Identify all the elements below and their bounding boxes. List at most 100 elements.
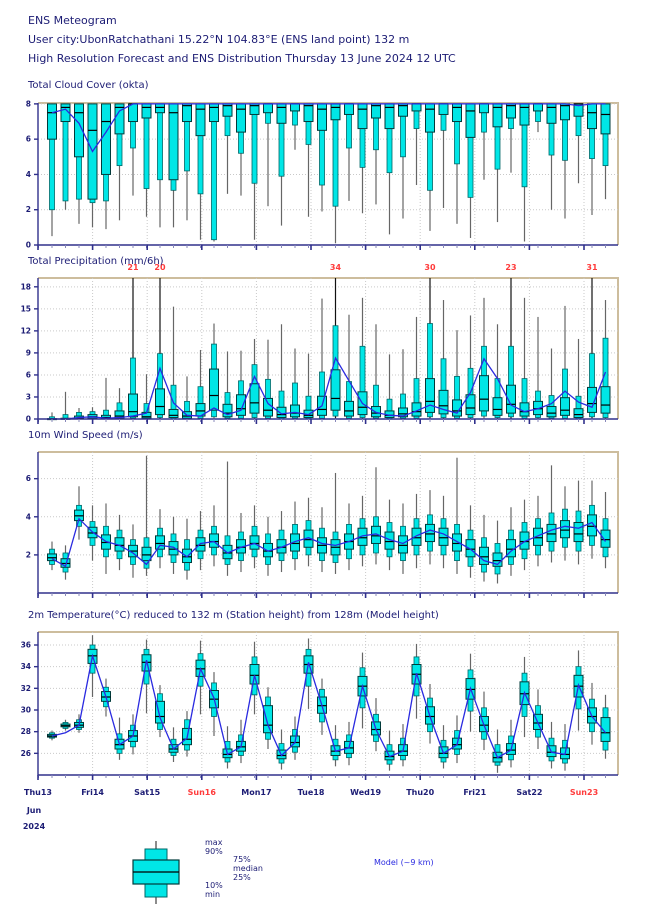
legend-min-label: min (205, 890, 221, 899)
box-25-75 (263, 103, 273, 114)
box-25-75 (533, 400, 543, 416)
y-tick-label: 12 (21, 326, 31, 335)
box-25-75 (452, 103, 462, 123)
box-25-75 (573, 522, 584, 543)
box-10-90 (359, 345, 366, 418)
box-25-75 (425, 103, 435, 133)
model-resolution-label: Model (~9 km) (374, 858, 434, 867)
x-axis-day-label: Fri21 (463, 788, 487, 797)
box-10-90 (373, 384, 379, 419)
page-title: ENS Meteogram (28, 14, 117, 27)
box-25-75 (600, 103, 611, 135)
y-tick-label: 6 (26, 135, 31, 144)
box-25-75 (236, 103, 246, 133)
box-25-75 (209, 368, 219, 411)
box-25-75 (114, 410, 125, 419)
box-25-75 (398, 407, 408, 418)
y-tick-label: 6 (26, 370, 31, 379)
box-25-75 (155, 535, 165, 550)
box-10-90 (400, 393, 406, 419)
box-25-75 (236, 394, 246, 416)
box-25-75 (560, 103, 570, 121)
legend-median-label: median (233, 864, 263, 873)
box-25-75 (168, 408, 179, 419)
box-25-75 (573, 408, 584, 419)
box-25-75 (344, 400, 354, 417)
plot-frame (38, 451, 619, 593)
precip-max-annotation: 34 (330, 263, 342, 272)
box-10-90 (197, 386, 204, 419)
box-25-75 (411, 527, 422, 546)
box-25-75 (560, 397, 570, 416)
precip-max-annotation: 20 (154, 263, 166, 272)
box-10-90 (157, 353, 163, 418)
y-tick-label: 0 (26, 415, 31, 424)
x-axis-year-label: 2024 (22, 822, 46, 831)
box-25-75 (587, 514, 597, 537)
box-25-75 (74, 103, 84, 158)
box-25-75 (303, 103, 314, 123)
legend-max-label: max (205, 838, 223, 847)
box-25-75 (290, 533, 300, 552)
box-25-75 (479, 546, 489, 565)
box-10-90 (508, 345, 514, 418)
x-axis-day-label: Sun23 (569, 788, 599, 797)
box-10-90 (130, 357, 136, 419)
legend-90-label: 90% (205, 847, 223, 856)
y-tick-label: 3 (26, 392, 31, 401)
box-10-90 (589, 353, 595, 418)
panel-title: 2m Temperature(°C) reduced to 132 m (Sta… (28, 610, 439, 621)
hres-line (51, 517, 607, 568)
box-25-75 (128, 393, 138, 418)
panel-title: Total Cloud Cover (okta) (28, 80, 149, 91)
box-25-75 (425, 378, 435, 413)
box-25-75 (330, 103, 341, 121)
plot-frame (38, 102, 619, 245)
box-25-75 (479, 103, 489, 114)
box-25-75 (357, 103, 368, 130)
box-25-75 (155, 700, 165, 724)
box-25-75 (546, 523, 557, 543)
y-tick-label: 6 (26, 474, 31, 483)
legend-75-label: 75% (233, 855, 251, 864)
box-10-90 (454, 376, 460, 419)
x-axis-day-label: Wed19 (350, 788, 382, 797)
precip-max-annotation: 23 (505, 263, 516, 272)
x-axis-day-label: Mon17 (241, 788, 272, 797)
y-tick-label: 32 (21, 684, 31, 693)
box-25-75 (438, 389, 449, 415)
box-25-75 (492, 397, 503, 416)
box-10-90 (413, 378, 420, 419)
y-tick-label: 18 (21, 282, 31, 291)
box-25-75 (546, 406, 557, 418)
box-25-75 (101, 103, 111, 175)
precip-max-annotation: 21 (127, 263, 139, 272)
box-25-75 (438, 527, 449, 546)
box-25-75 (249, 664, 260, 685)
box-25-75 (533, 103, 543, 112)
hres-line (51, 653, 606, 759)
box-25-75 (438, 103, 449, 115)
location-subtitle: User city:UbonRatchathani 15.22°N 104.83… (28, 33, 410, 46)
y-tick-label: 2 (26, 205, 31, 214)
run-subtitle: High Resolution Forecast and ENS Distrib… (28, 52, 456, 65)
x-axis-day-label: Thu13 (24, 788, 52, 797)
box-25-75 (276, 103, 287, 124)
box-25-75 (128, 103, 138, 123)
box-25-75 (263, 705, 273, 734)
plot-frame (38, 631, 619, 775)
box-25-75 (600, 717, 611, 742)
box-25-75 (60, 103, 71, 123)
x-axis-day-label: Sun16 (187, 788, 216, 797)
box-25-75 (587, 386, 597, 413)
box-25-75 (506, 384, 516, 414)
box-25-75 (452, 533, 462, 552)
y-tick-label: 4 (26, 170, 31, 179)
box-25-75 (141, 546, 152, 562)
box-25-75 (222, 403, 233, 418)
y-tick-label: 28 (21, 727, 31, 736)
x-axis-day-label: Fri14 (81, 788, 104, 797)
box-25-75 (317, 103, 327, 131)
box-25-75 (209, 103, 219, 123)
box-25-75 (398, 535, 408, 554)
